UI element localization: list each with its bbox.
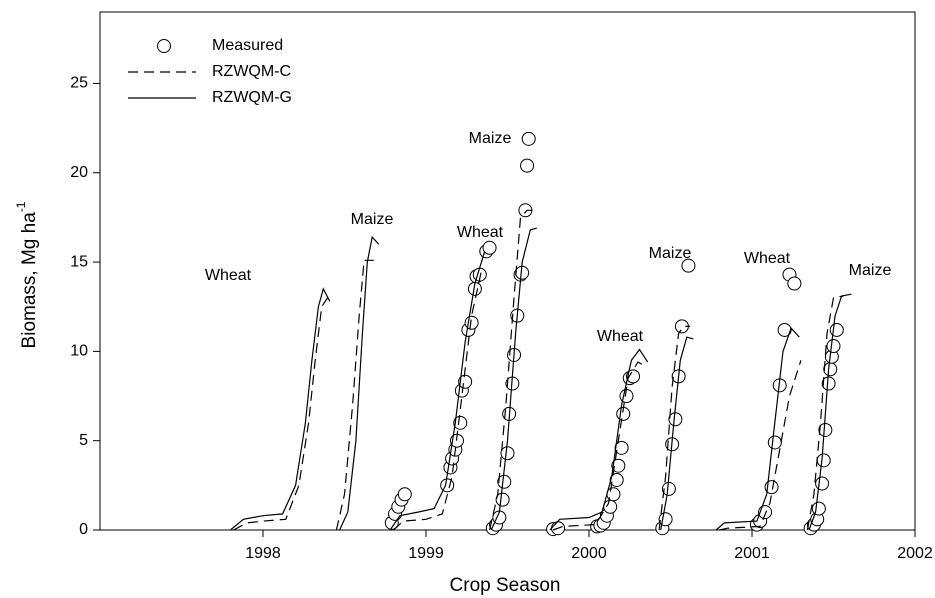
measured-point [811,501,826,516]
measured-point [818,422,833,437]
measured-point [816,453,831,468]
y-tick-label: 25 [70,75,88,92]
annotation: Maize [649,245,692,262]
annotation: Wheat [457,224,504,241]
x-tick-label: 2000 [571,545,607,562]
model-line [230,227,852,531]
y-axis-label-main: Biomass, Mg ha [19,212,40,349]
plot-frame [99,11,916,531]
x-tick-label: 2002 [897,545,933,562]
y-axis-label: Biomass, Mg ha-1 [14,201,40,348]
measured-point [500,446,515,461]
legend-label: Measured [212,37,283,54]
measured-point [397,487,412,502]
x-axis-label: Crop Season [450,575,561,596]
annotation: Wheat [744,250,791,267]
measured-point [440,478,455,493]
measured-point [658,512,673,527]
measured-point [495,492,510,507]
measured-point [829,322,844,337]
measured-point [611,458,626,473]
measured-point [520,158,535,173]
legend-marker [157,39,171,53]
model-line [233,209,844,531]
x-tick-label: 1999 [408,545,444,562]
x-tick-label: 1998 [245,545,281,562]
measured-point [458,374,473,389]
annotation: Wheat [597,328,644,345]
measured-point [787,276,802,291]
y-tick-label: 0 [79,521,88,538]
measured-point [614,440,629,455]
measured-point [681,258,696,273]
measured-point [497,474,512,489]
x-tick-label: 2001 [734,545,770,562]
measured-point [767,435,782,450]
y-tick-label: 5 [79,432,88,449]
measured-point [453,415,468,430]
annotation: Maize [849,262,892,279]
y-tick-label: 15 [70,253,88,270]
measured-point [626,369,641,384]
annotation: Maize [469,130,512,147]
measured-point [668,412,683,427]
measured-point [482,240,497,255]
y-tick-label: 10 [70,343,88,360]
annotation: Wheat [205,267,252,284]
annotation: Maize [351,211,394,228]
y-tick-label: 20 [70,164,88,181]
measured-point [826,339,841,354]
legend-label: RZWQM-C [212,63,291,80]
legend-label: RZWQM-G [212,89,292,106]
measured-point [521,131,536,146]
measured-point [823,362,838,377]
y-axis-label-sup: -1 [14,201,28,212]
measured-point [603,499,618,514]
measured-point [815,476,830,491]
